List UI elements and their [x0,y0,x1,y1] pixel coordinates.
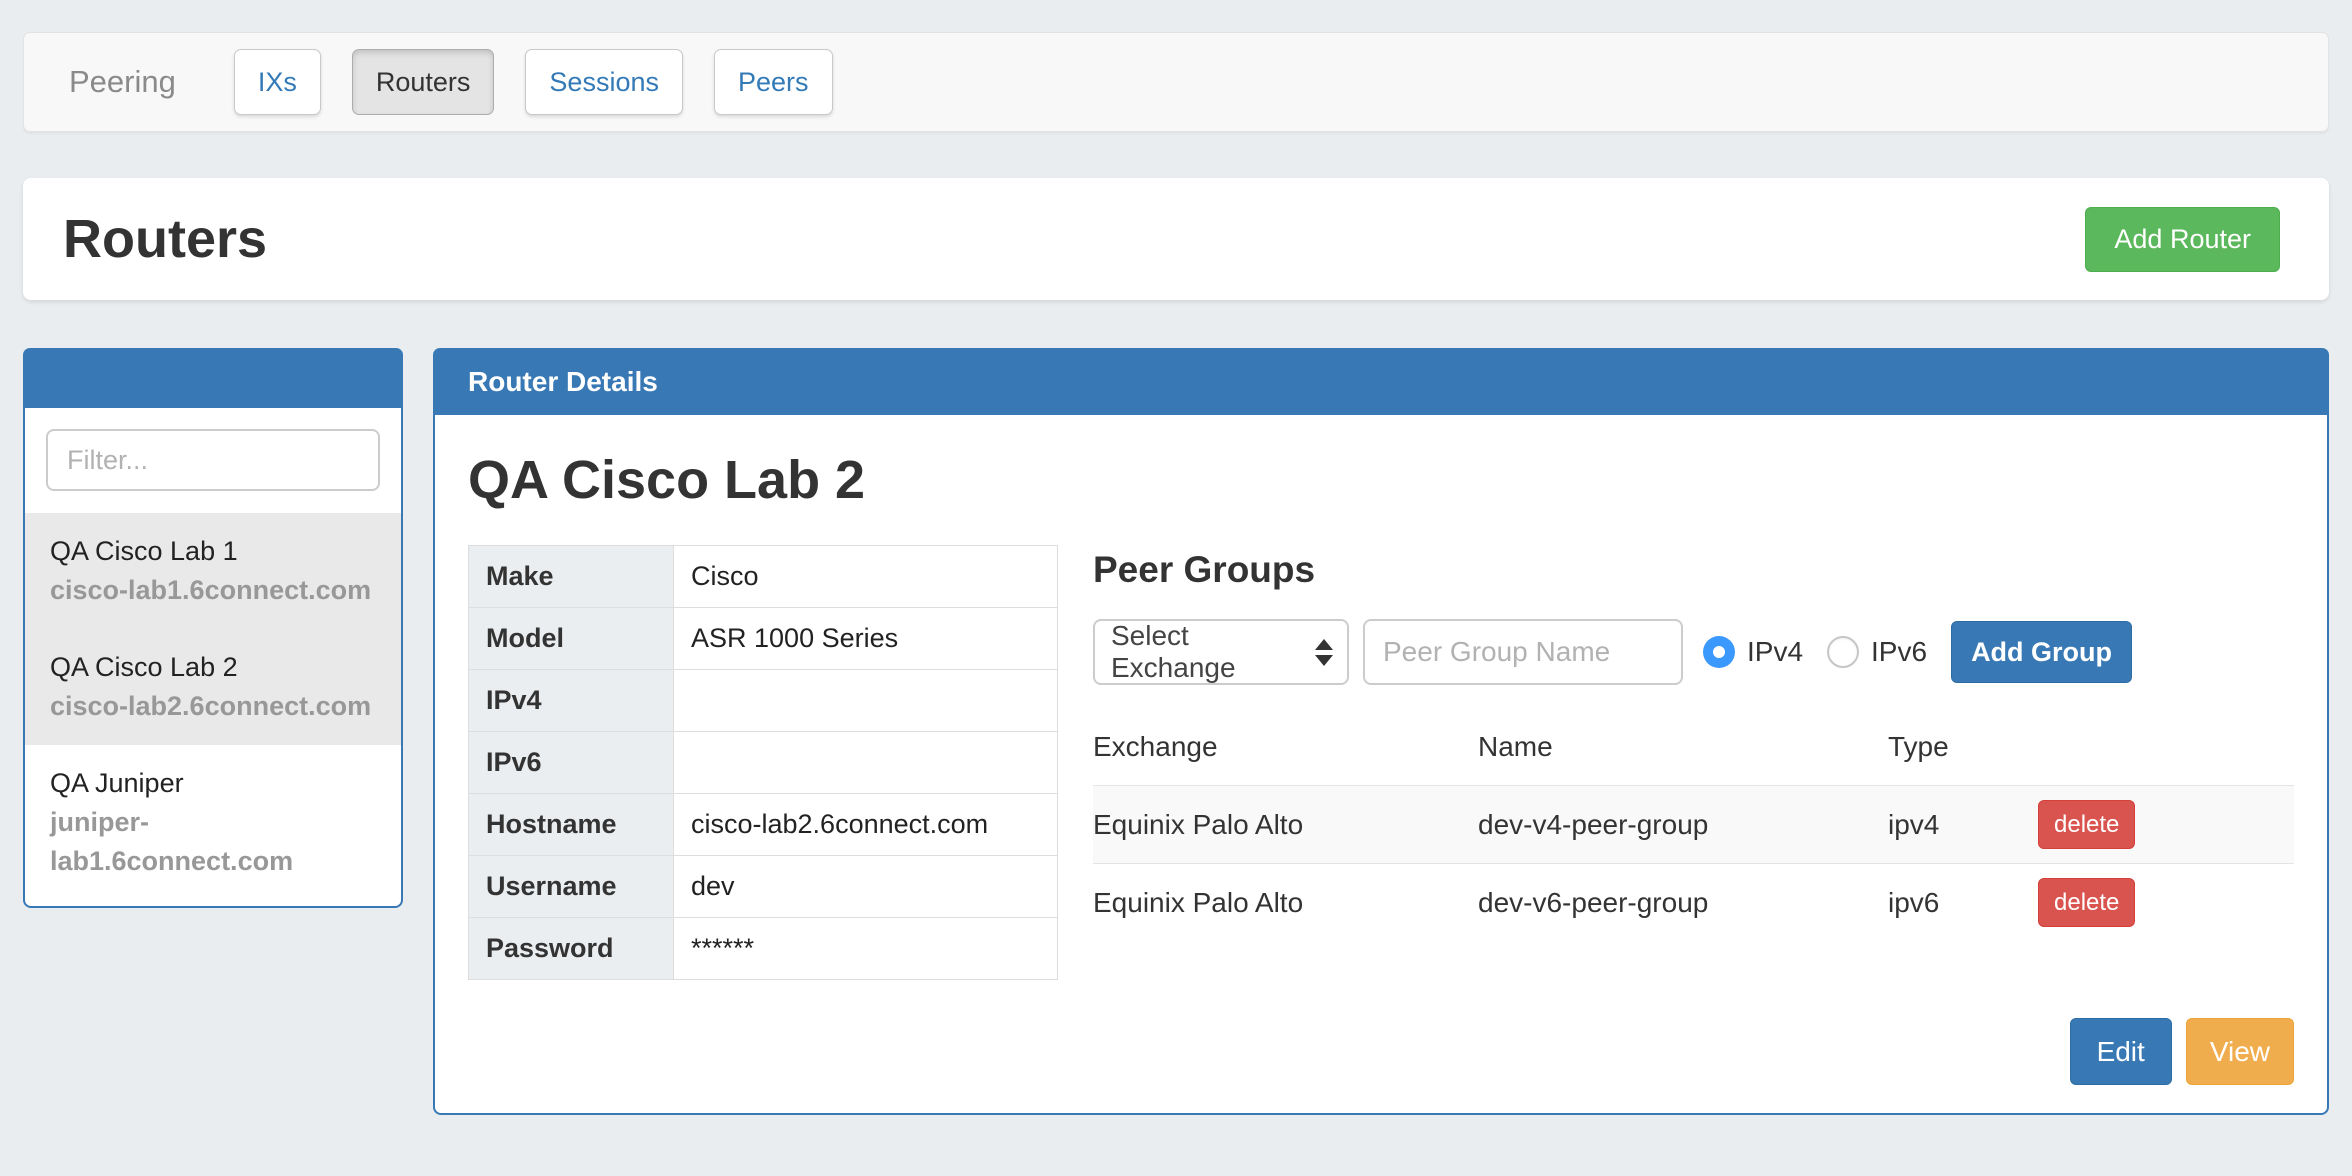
field-value: dev [673,855,1058,918]
router-name: QA Cisco Lab 1 [50,536,238,566]
table-row: Model ASR 1000 Series [468,607,1058,670]
field-label: Username [468,855,674,918]
column-header-name: Name [1478,731,1553,762]
select-updown-caret-icon [1315,638,1333,666]
table-row: Password ****** [468,917,1058,980]
field-label: Make [468,545,674,608]
view-button[interactable]: View [2185,1018,2294,1085]
field-label: Hostname [468,793,674,856]
page-header-panel: Routers Add Router [23,178,2329,300]
router-list-item[interactable]: QA Juniper juniper-lab1.6connect.com [25,745,401,900]
tab-sessions[interactable]: Sessions [525,49,683,115]
tab-peers[interactable]: Peers [713,49,833,115]
router-details-panel: Router Details QA Cisco Lab 2 Make Cisco [433,348,2329,1115]
router-list-item[interactable]: QA Cisco Lab 2 cisco-lab2.6connect.com [25,629,401,745]
table-row: Username dev [468,855,1058,918]
field-label: Model [468,607,674,670]
router-hostname: cisco-lab1.6connect.com [50,575,372,605]
router-hostname: cisco-lab2.6connect.com [50,691,372,721]
table-header-row: Exchange Name Type [1093,715,2294,786]
delete-peer-group-button[interactable]: delete [2038,878,2136,927]
page: Peering IXs Routers Sessions Peers Route… [0,32,2352,1115]
ipv6-radio-option[interactable]: IPv6 [1827,636,1951,668]
filter-input[interactable] [46,429,380,491]
column-header-type: Type [1888,731,1949,762]
peer-group-name: dev-v6-peer-group [1478,863,1888,941]
field-value: ****** [673,917,1058,980]
router-list-item[interactable]: QA Cisco Lab 1 cisco-lab1.6connect.com [25,513,401,629]
peer-group-row: Equinix Palo Alto dev-v6-peer-group ipv6… [1093,863,2294,941]
field-label: Password [468,917,674,980]
router-name: QA Cisco Lab 2 [50,652,238,682]
router-list-panel-body: QA Cisco Lab 1 cisco-lab1.6connect.com Q… [23,408,403,908]
column-header-exchange: Exchange [1093,731,1218,762]
peer-groups-controls: Select Exchange IPv4 [1093,619,2294,685]
exchange-select-value: Select Exchange [1111,620,1236,683]
page-title: Routers [63,209,268,269]
field-value: cisco-lab2.6connect.com [673,793,1058,856]
field-value: ASR 1000 Series [673,607,1058,670]
table-row: IPv4 [468,669,1058,732]
peer-groups-section: Peer Groups Select Exchange [1093,545,2294,980]
peer-groups-table: Exchange Name Type Equinix Palo Alto dev… [1093,715,2294,941]
peer-group-type: ipv4 [1888,785,2038,864]
details-action-buttons: Edit View [2069,1018,2294,1085]
router-details-table: Make Cisco Model ASR 1000 Series IPv4 [468,545,1058,980]
field-label: IPv4 [468,669,674,732]
add-group-button[interactable]: Add Group [1951,621,2133,683]
ipv4-radio-option[interactable]: IPv4 [1703,636,1827,668]
peer-groups-title: Peer Groups [1093,549,1316,590]
router-details-title: Router Details [468,365,658,397]
filter-wrap [25,408,401,513]
ipv4-radio-icon[interactable] [1703,636,1735,668]
router-hostname: juniper-lab1.6connect.com [50,807,294,876]
router-list-panel: QA Cisco Lab 1 cisco-lab1.6connect.com Q… [23,348,403,908]
edit-button[interactable]: Edit [2069,1018,2172,1085]
ipv4-radio-label: IPv4 [1747,636,1804,667]
table-row: Make Cisco [468,545,1058,608]
field-value: Cisco [673,545,1058,608]
peer-group-row: Equinix Palo Alto dev-v4-peer-group ipv4… [1093,785,2294,864]
tab-ixs[interactable]: IXs [233,49,321,115]
router-details-panel-body: QA Cisco Lab 2 Make Cisco Model ASR 1000… [433,415,2329,1115]
peer-group-name-input[interactable] [1363,619,1683,685]
ipv6-radio-icon[interactable] [1827,636,1860,668]
delete-peer-group-button[interactable]: delete [2038,800,2136,849]
peer-group-type: ipv6 [1888,863,2038,941]
peer-group-name: dev-v4-peer-group [1478,785,1888,864]
exchange-select[interactable]: Select Exchange [1093,619,1349,685]
selected-router-name: QA Cisco Lab 2 [468,450,866,510]
brand-peering: Peering [69,64,176,99]
field-value [673,731,1058,794]
field-label: IPv6 [468,731,674,794]
table-row: IPv6 [468,731,1058,794]
field-value [673,669,1058,732]
peer-group-exchange: Equinix Palo Alto [1093,785,1478,864]
router-name: QA Juniper [50,768,184,798]
table-row: Hostname cisco-lab2.6connect.com [468,793,1058,856]
router-details-panel-header: Router Details [433,348,2329,415]
top-navbar: Peering IXs Routers Sessions Peers [23,32,2329,132]
ipv6-radio-label: IPv6 [1871,636,1928,667]
tab-routers[interactable]: Routers [351,49,495,115]
router-list-panel-header [23,348,403,408]
add-router-button[interactable]: Add Router [2085,206,2280,272]
peer-group-exchange: Equinix Palo Alto [1093,863,1478,941]
